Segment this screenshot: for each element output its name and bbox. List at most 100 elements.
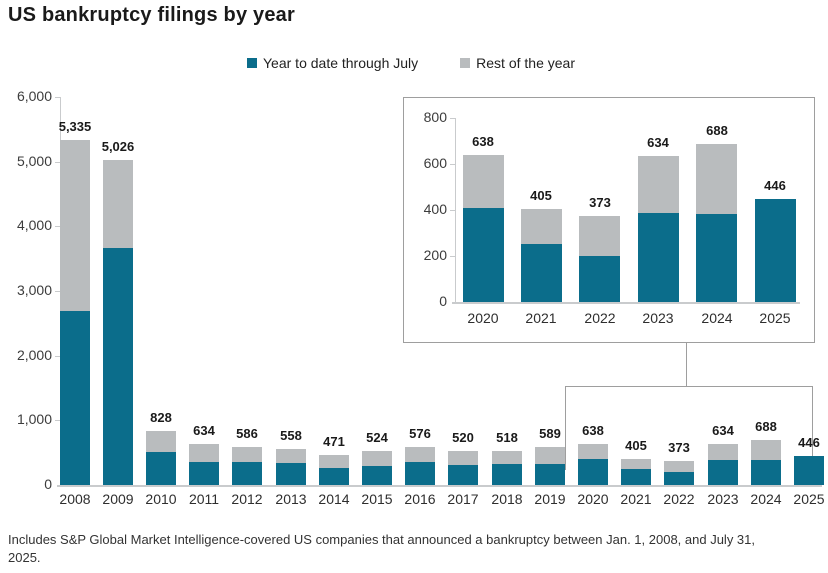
main-y-tick-label-3000: 3,000: [16, 282, 52, 298]
chart-footnote: Includes S&P Global Market Intelligence-…: [8, 532, 755, 566]
main-bar-ytd-2020: [578, 459, 608, 485]
main-bar-total-label-2021: 405: [625, 438, 647, 453]
main-y-tick-label-2000: 2,000: [16, 347, 52, 363]
main-bar-ytd-2016: [405, 462, 435, 485]
main-bar-total-label-2017: 520: [452, 430, 474, 445]
inset-x-axis-line: [452, 302, 800, 304]
inset-bar-total-label-2020: 638: [472, 134, 494, 149]
main-y-tick-2000: [55, 356, 60, 357]
legend-item-ytd: Year to date through July: [247, 55, 418, 71]
inset-source-bracket: [565, 386, 813, 470]
main-bar-rest-2009: [103, 160, 133, 248]
main-bar-rest-2021: [621, 459, 651, 469]
main-bar-ytd-2008: [60, 311, 90, 485]
inset-y-tick-label-400: 400: [423, 201, 447, 217]
main-bar-ytd-2011: [189, 462, 219, 485]
main-bar-rest-2017: [448, 451, 478, 465]
main-bar-ytd-2010: [146, 452, 176, 485]
inset-bar-total-label-2025: 446: [764, 178, 786, 193]
chart-legend: Year to date through July Rest of the yea…: [247, 55, 575, 71]
main-bar-total-label-2013: 558: [280, 428, 302, 443]
legend-label: Rest of the year: [476, 55, 575, 71]
main-bar-ytd-2018: [492, 464, 522, 485]
main-bar-total-label-2008: 5,335: [58, 119, 92, 134]
legend-label: Year to date through July: [263, 55, 419, 71]
chart-title: US bankruptcy filings by year: [8, 4, 295, 26]
inset-bar-rest-2021: [521, 209, 562, 244]
inset-connector-line: [686, 342, 687, 386]
main-bar-total-label-2012: 586: [236, 426, 258, 441]
inset-bar-ytd-2025: [755, 199, 796, 302]
main-bar-ytd-2017: [448, 465, 478, 485]
main-x-label-2008: 2008: [59, 491, 91, 507]
main-x-label-2019: 2019: [534, 491, 566, 507]
main-bar-ytd-2015: [362, 466, 392, 485]
main-y-tick-label-4000: 4,000: [16, 217, 52, 233]
main-x-label-2023: 2023: [707, 491, 739, 507]
main-y-tick-label-5000: 5,000: [16, 153, 52, 169]
main-bar-rest-2022: [664, 461, 694, 472]
legend-swatch-rest: [460, 58, 471, 68]
inset-y-tick-label-200: 200: [423, 247, 447, 263]
main-bar-rest-2013: [276, 449, 306, 463]
inset-x-label-2021: 2021: [525, 310, 557, 326]
inset-y-axis-line: [455, 118, 456, 303]
main-x-axis-line: [57, 485, 822, 487]
main-x-label-2020: 2020: [577, 491, 609, 507]
main-bar-rest-2010: [146, 431, 176, 452]
main-bar-ytd-2009: [103, 248, 133, 485]
main-y-tick-label-6000: 6,000: [16, 88, 52, 104]
inset-bar-ytd-2024: [696, 214, 737, 302]
main-bar-ytd-2024: [751, 460, 781, 485]
inset-x-label-2025: 2025: [759, 310, 791, 326]
main-y-tick-6000: [55, 97, 60, 98]
inset-bar-ytd-2021: [521, 244, 562, 302]
inset-bar-rest-2024: [696, 144, 737, 214]
main-bar-ytd-2021: [621, 469, 651, 485]
inset-y-tick-800: [450, 118, 455, 119]
main-y-tick-3000: [55, 291, 60, 292]
main-x-label-2021: 2021: [620, 491, 652, 507]
inset-x-label-2022: 2022: [584, 310, 616, 326]
inset-y-tick-600: [450, 164, 455, 165]
inset-y-tick-200: [450, 256, 455, 257]
main-x-label-2018: 2018: [491, 491, 523, 507]
main-bar-rest-2019: [535, 447, 565, 464]
inset-y-tick-label-600: 600: [423, 155, 447, 171]
inset-bar-total-label-2024: 688: [706, 123, 728, 138]
inset-y-tick-label-800: 800: [423, 109, 447, 125]
main-y-tick-4000: [55, 226, 60, 227]
main-bar-ytd-2023: [708, 460, 738, 485]
inset-bar-ytd-2020: [463, 208, 504, 302]
main-bar-total-label-2011: 634: [193, 423, 215, 438]
main-bar-total-label-2014: 471: [323, 434, 345, 449]
inset-y-tick-label-0: 0: [439, 293, 447, 309]
inset-y-tick-400: [450, 210, 455, 211]
main-y-tick-label-0: 0: [44, 476, 52, 492]
inset-bar-ytd-2022: [579, 256, 620, 302]
main-bar-rest-2008: [60, 140, 90, 311]
main-bar-ytd-2012: [232, 462, 262, 485]
main-bar-rest-2018: [492, 451, 522, 464]
main-bar-total-label-2023: 634: [712, 423, 734, 438]
main-x-label-2015: 2015: [361, 491, 393, 507]
main-bar-rest-2011: [189, 444, 219, 462]
inset-bar-ytd-2023: [638, 213, 679, 302]
main-y-tick-1000: [55, 420, 60, 421]
main-x-label-2024: 2024: [750, 491, 782, 507]
inset-bar-rest-2023: [638, 156, 679, 213]
main-bar-rest-2012: [232, 447, 262, 462]
inset-bar-rest-2022: [579, 216, 620, 256]
main-bar-ytd-2014: [319, 468, 349, 485]
inset-x-label-2023: 2023: [642, 310, 674, 326]
main-x-label-2022: 2022: [663, 491, 695, 507]
inset-bar-rest-2020: [463, 155, 504, 208]
inset-bar-total-label-2023: 634: [647, 135, 669, 150]
main-bar-rest-2015: [362, 451, 392, 466]
inset-x-label-2024: 2024: [701, 310, 733, 326]
inset-bar-total-label-2021: 405: [530, 188, 552, 203]
main-x-label-2013: 2013: [275, 491, 307, 507]
main-x-label-2012: 2012: [231, 491, 263, 507]
main-bar-rest-2023: [708, 444, 738, 460]
